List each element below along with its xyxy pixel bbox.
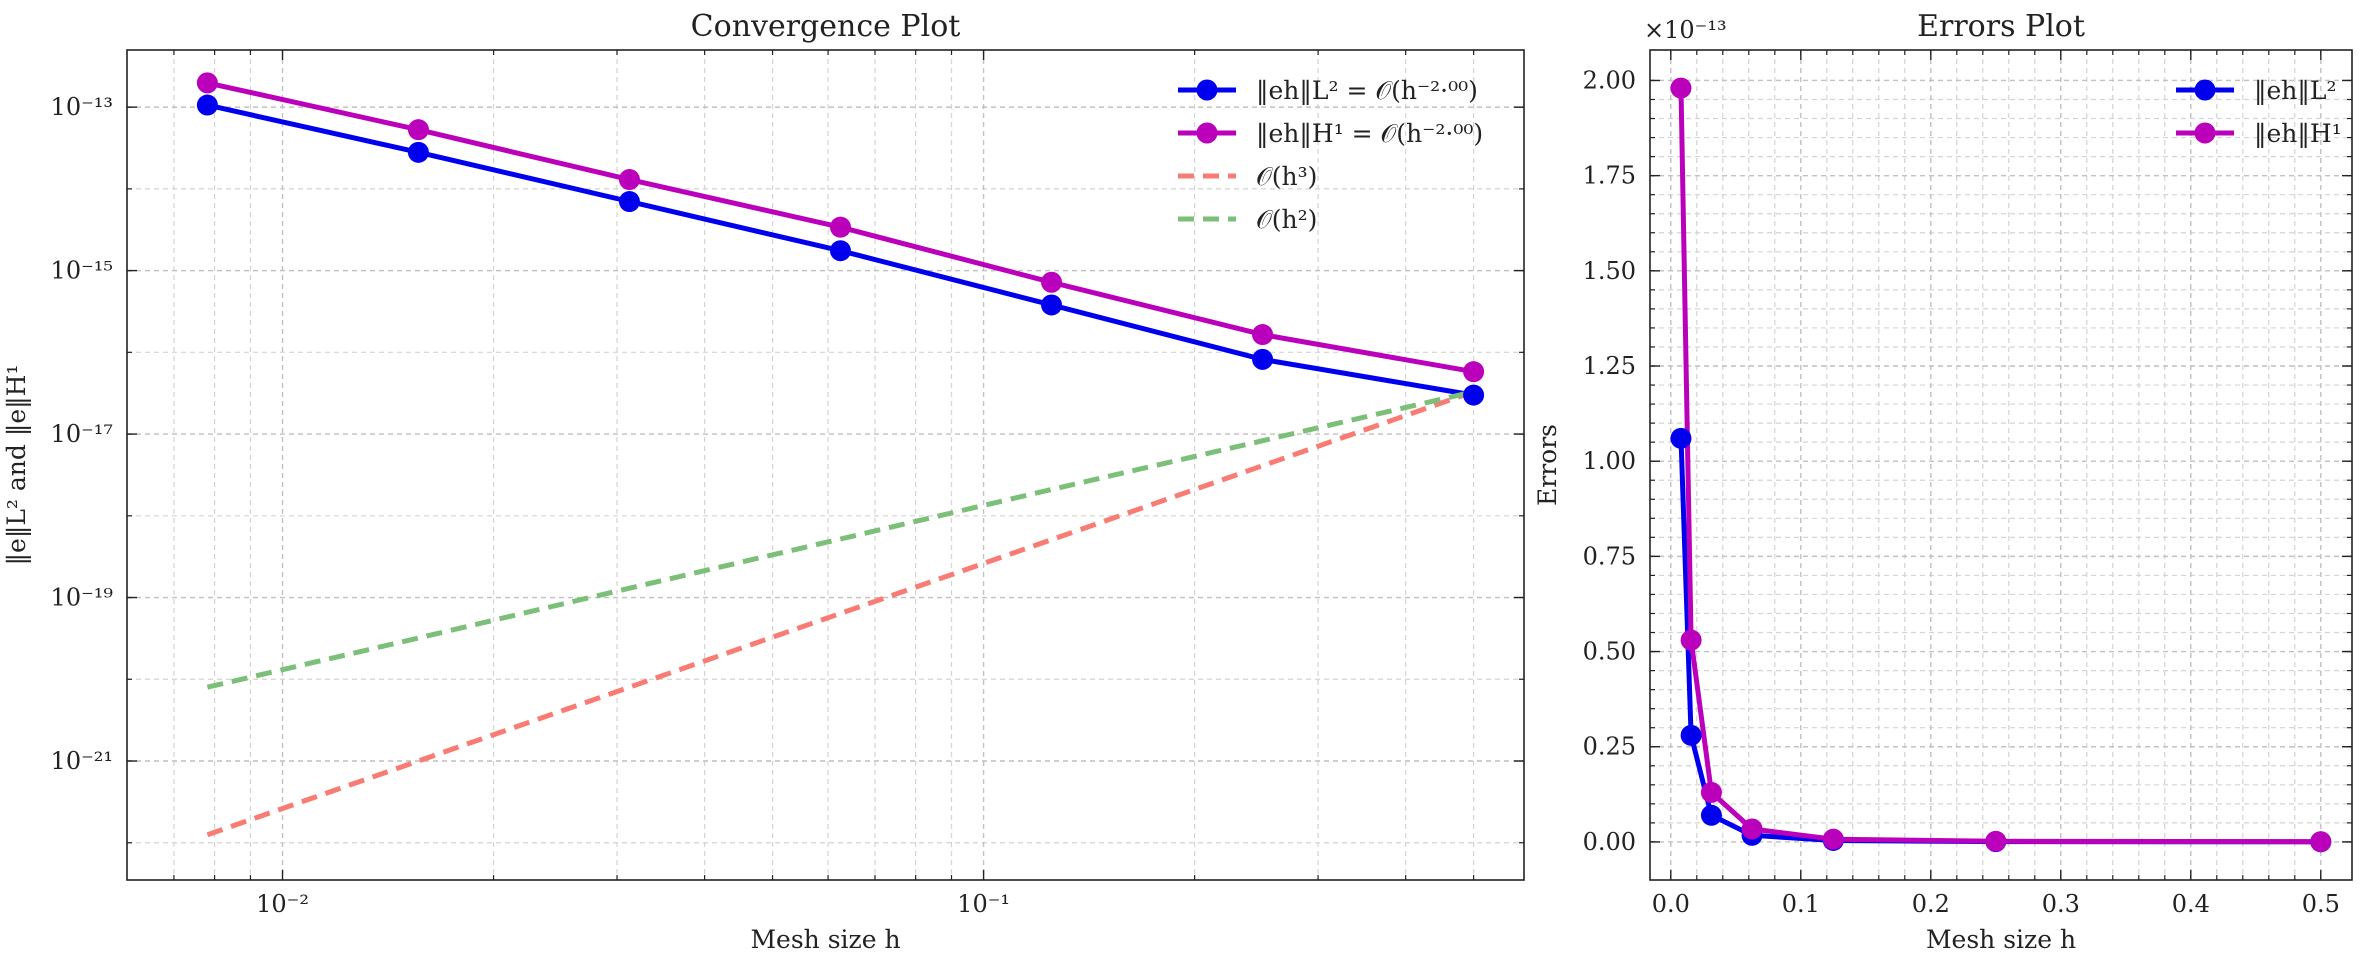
y-tick-label: 2.00	[1583, 66, 1636, 94]
y-axis-label: Errors	[1533, 424, 1562, 506]
grid	[1650, 50, 2352, 880]
y-tick-label: 1.50	[1583, 257, 1636, 285]
data-point	[407, 141, 429, 163]
data-point	[829, 240, 851, 262]
y-tick-label: 10⁻¹⁵	[51, 257, 113, 285]
legend-marker-0	[2194, 79, 2216, 101]
legend: ‖eh‖L² ‖eh‖H¹	[2176, 76, 2342, 149]
data-point	[1822, 828, 1844, 850]
legend-marker-1	[2194, 122, 2216, 144]
data-point	[1741, 818, 1763, 840]
x-tick-label: 0.3	[2042, 890, 2080, 918]
y-tick-label: 10⁻²¹	[51, 747, 113, 775]
legend-label-0: ‖eh‖L² = 𝒪(h⁻²·⁰⁰)	[1256, 76, 1478, 106]
y-tick-label: 0.25	[1583, 733, 1636, 761]
y-tick-label: 1.00	[1583, 447, 1636, 475]
series-layer	[1670, 77, 2332, 853]
ticks: 0.0 0.1 0.2 0.3 0.4 0.5 0.00 0.25 0.50 0.75 1.00 1.…	[1583, 50, 2352, 918]
legend-label-0: ‖eh‖L²	[2254, 76, 2337, 106]
legend: ‖eh‖L² = 𝒪(h⁻²·⁰⁰) ‖eh‖H¹ = 𝒪(h⁻²·⁰⁰) 𝒪(h³…	[1178, 76, 1483, 234]
chart-title: Convergence Plot	[691, 9, 961, 44]
y-tick-label: 10⁻¹⁷	[51, 420, 113, 448]
x-tick-label: 0.0	[1652, 890, 1690, 918]
data-point	[1700, 781, 1722, 803]
data-point	[1252, 324, 1274, 346]
data-point	[1252, 348, 1274, 370]
ticks: 10⁻² 10⁻¹ 10⁻²¹ 10⁻¹⁹ 10⁻¹⁷ 10⁻¹⁵ 10⁻¹³	[51, 50, 1524, 918]
y-tick-label: 10⁻¹³	[51, 93, 113, 121]
data-point	[2310, 831, 2332, 853]
series-layer	[196, 72, 1485, 838]
data-point	[1463, 384, 1485, 406]
data-point	[1985, 830, 2007, 852]
x-axis-label: Mesh size h	[1926, 925, 2076, 954]
errors-plot: 0.0 0.1 0.2 0.3 0.4 0.5 0.00 0.25 0.50 0.75 1.00 1.…	[1533, 9, 2353, 954]
legend-label-3: 𝒪(h²)	[1256, 205, 1317, 234]
data-point	[829, 216, 851, 238]
data-point	[1041, 271, 1063, 293]
data-point	[1041, 294, 1063, 316]
legend-label-1: ‖eh‖H¹ = 𝒪(h⁻²·⁰⁰)	[1256, 119, 1483, 149]
data-point	[1463, 361, 1485, 383]
x-tick-label: 10⁻²	[256, 890, 309, 918]
data-point	[1680, 724, 1702, 746]
series-line-3	[206, 389, 1475, 690]
legend-label-1: ‖eh‖H¹	[2254, 119, 2342, 149]
data-point	[407, 119, 429, 141]
y-tick-label: 1.75	[1583, 162, 1636, 190]
y-axis-label: ‖e‖L² and ‖e‖H¹	[2, 365, 32, 566]
series-line-1	[1678, 88, 2321, 845]
y-tick-label: 0.50	[1583, 638, 1636, 666]
y-tick-label: 0.75	[1583, 542, 1636, 570]
convergence-plot: 10⁻² 10⁻¹ 10⁻²¹ 10⁻¹⁹ 10⁻¹⁷ 10⁻¹⁵ 10⁻¹³ Converg…	[2, 9, 1525, 954]
x-tick-label: 0.5	[2302, 890, 2340, 918]
x-tick-label: 0.2	[1912, 890, 1950, 918]
data-point	[1700, 804, 1722, 826]
x-tick-label: 0.1	[1782, 890, 1820, 918]
x-tick-label: 0.4	[2172, 890, 2210, 918]
x-tick-label: 10⁻¹	[957, 890, 1010, 918]
data-point	[618, 169, 640, 191]
data-point	[1670, 427, 1692, 449]
x-axis-label: Mesh size h	[750, 925, 900, 954]
y-tick-label: 1.25	[1583, 352, 1636, 380]
data-point	[196, 72, 218, 94]
data-point	[618, 191, 640, 213]
data-point	[1670, 77, 1692, 99]
legend-marker-0	[1196, 79, 1218, 101]
data-point	[1680, 629, 1702, 651]
y-tick-label: 10⁻¹⁹	[51, 584, 114, 612]
legend-marker-1	[1196, 122, 1218, 144]
plot-frame	[126, 49, 1525, 881]
chart-title: Errors Plot	[1917, 9, 2085, 44]
data-point	[196, 94, 218, 116]
legend-label-2: 𝒪(h³)	[1256, 162, 1317, 191]
series-line-2	[206, 389, 1475, 838]
plot-frame	[1649, 49, 2353, 881]
grid	[127, 50, 1524, 880]
axis-multiplier: ×10⁻¹³	[1644, 16, 1727, 44]
y-tick-label: 0.00	[1583, 828, 1636, 856]
